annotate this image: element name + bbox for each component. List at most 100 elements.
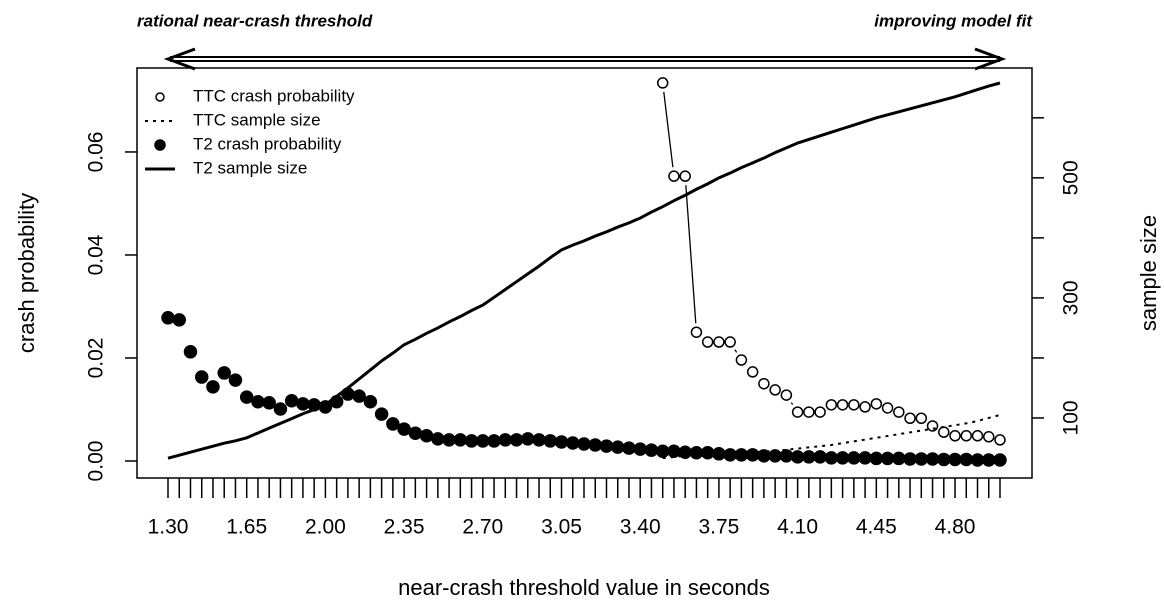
- data-point: [723, 448, 737, 462]
- data-point: [610, 440, 625, 454]
- data-point: [296, 397, 310, 411]
- data-point: [791, 406, 804, 418]
- data-point: [880, 451, 895, 466]
- data-point: [464, 434, 479, 448]
- data-point: [679, 170, 691, 182]
- data-point: [644, 443, 659, 457]
- data-point: [577, 437, 591, 451]
- x-tick-label: 2.35: [384, 516, 425, 539]
- data-point: [408, 426, 423, 440]
- data-point: [814, 406, 826, 418]
- data-point: [948, 452, 962, 467]
- data-point: [352, 389, 366, 403]
- data-point: [419, 429, 434, 443]
- legend-symbol: [155, 92, 165, 102]
- data-point: [509, 433, 524, 447]
- y-tick-label: 0.02: [85, 338, 108, 379]
- legend-symbol: [154, 139, 166, 151]
- double-arrow: [163, 47, 1007, 71]
- legend-label: TTC crash probability: [193, 86, 355, 105]
- data-point: [960, 430, 973, 442]
- data-point: [689, 446, 704, 460]
- legend-label: T2 sample size: [193, 158, 307, 177]
- data-point: [622, 441, 636, 455]
- data-point: [904, 412, 916, 425]
- data-point: [926, 420, 939, 432]
- data-point: [262, 396, 276, 410]
- data-point: [847, 451, 861, 465]
- data-point: [724, 336, 736, 348]
- data-point: [713, 336, 725, 348]
- data-point: [802, 450, 816, 464]
- connector: [790, 402, 794, 405]
- data-point: [790, 450, 805, 464]
- data-point: [554, 435, 569, 449]
- data-point: [239, 390, 254, 404]
- data-point: [667, 444, 681, 458]
- data-point: [656, 77, 669, 89]
- data-point: [779, 449, 794, 463]
- x-tick-label: 3.75: [698, 516, 739, 539]
- x-tick-label: 2.00: [305, 516, 346, 539]
- data-point: [938, 426, 950, 438]
- data-point: [758, 377, 770, 390]
- data-point: [206, 380, 220, 394]
- data-point: [217, 366, 231, 380]
- data-point: [273, 402, 288, 416]
- data-point: [824, 451, 839, 465]
- data-point: [735, 354, 748, 366]
- data-point: [983, 431, 995, 443]
- data-point: [655, 444, 670, 458]
- data-point: [700, 446, 715, 460]
- y2-tick-label: 500: [1060, 160, 1083, 195]
- annotation: improving model fit: [874, 11, 1033, 30]
- data-point: [183, 345, 198, 359]
- data-point: [848, 399, 860, 411]
- data-point: [870, 398, 883, 410]
- data-point: [836, 399, 849, 411]
- data-point: [566, 436, 580, 450]
- x-tick-label: 2.70: [462, 516, 503, 539]
- data-point: [994, 434, 1006, 446]
- data-point: [701, 336, 714, 348]
- data-point: [712, 447, 726, 461]
- y-tick-label: 0.00: [85, 441, 108, 482]
- data-point: [363, 395, 378, 409]
- x-tick-label: 3.40: [620, 516, 661, 539]
- series-line: [167, 81, 1001, 460]
- x-tick-label: 3.05: [541, 516, 582, 539]
- data-point: [993, 453, 1007, 467]
- data-point: [543, 434, 558, 448]
- y2-tick-label: 100: [1060, 400, 1083, 435]
- data-point: [678, 445, 692, 459]
- data-point: [374, 407, 389, 421]
- data-point: [532, 433, 546, 447]
- data-point: [859, 401, 871, 413]
- data-point: [745, 448, 760, 462]
- connector: [734, 349, 738, 353]
- data-point: [487, 434, 501, 448]
- data-point: [915, 412, 928, 425]
- data-point: [633, 442, 647, 456]
- data-point: [803, 406, 815, 418]
- data-point: [825, 399, 838, 411]
- data-point: [442, 433, 456, 447]
- data-point: [746, 366, 759, 378]
- data-point: [903, 452, 917, 466]
- connector: [663, 91, 674, 168]
- data-point: [813, 450, 827, 464]
- legend-label: TTC sample size: [193, 110, 321, 129]
- y-tick-label: 0.04: [85, 234, 108, 275]
- data-point: [397, 422, 411, 436]
- data-point: [599, 439, 614, 453]
- x-tick-label: 4.80: [935, 516, 976, 539]
- data-point: [959, 452, 974, 467]
- data-point: [431, 432, 445, 446]
- data-point: [228, 373, 243, 387]
- data-point: [757, 449, 771, 463]
- y2-axis-label: sample size: [1136, 215, 1161, 331]
- legend-label: T2 crash probability: [193, 134, 342, 153]
- data-point: [194, 370, 209, 384]
- data-point: [982, 453, 996, 467]
